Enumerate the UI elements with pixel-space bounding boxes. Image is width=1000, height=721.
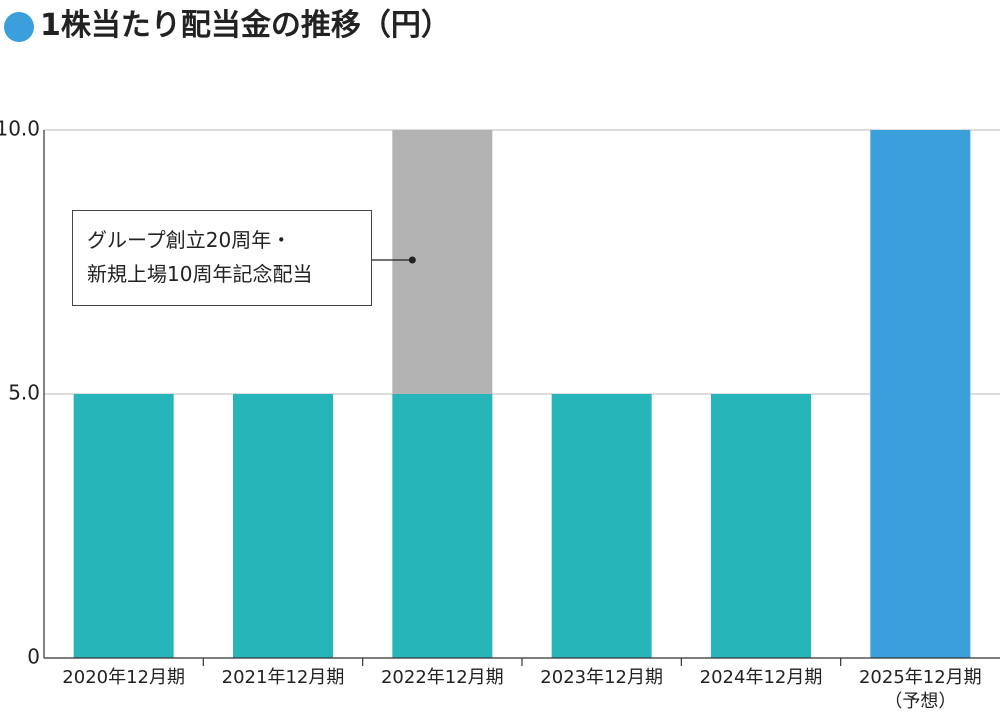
x-tick-label: 2020年12月期 [62,667,186,688]
y-tick-label: 0 [27,645,40,669]
bar [73,394,174,658]
x-tick-label: 2024年12月期 [699,667,823,688]
title-bullet [4,12,34,42]
y-tick-label: 5.0 [8,381,40,405]
x-tick-label: 2022年12月期 [380,667,504,688]
x-tick-label: 2023年12月期 [540,667,664,688]
x-tick-label: 2025年12月期 （予想） [858,667,982,712]
chart-title: 1株当たり配当金の推移（円） [40,8,451,43]
bar [711,394,811,658]
bar [392,394,493,658]
bar [870,130,971,658]
annotation: グループ創立20周年・ 新規上場10周年記念配当 [72,210,372,306]
x-tick-label: 2021年12月期 [221,667,345,688]
y-tick-label: 10.0 [0,117,40,141]
leader-dot [408,256,416,264]
bar [233,394,333,658]
bar [551,394,652,658]
bar [392,130,493,394]
